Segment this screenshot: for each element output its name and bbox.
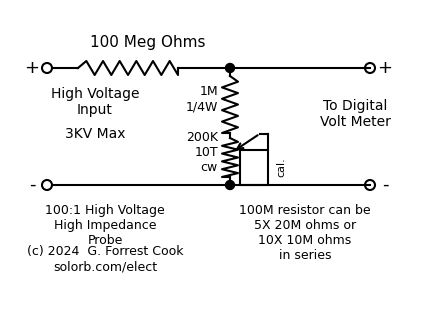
- Text: (c) 2024  G. Forrest Cook: (c) 2024 G. Forrest Cook: [27, 245, 183, 259]
- Text: High Voltage: High Voltage: [51, 87, 139, 101]
- Text: 100M resistor can be
5X 20M ohms or
10X 10M ohms
in series: 100M resistor can be 5X 20M ohms or 10X …: [239, 204, 370, 262]
- Text: cal.: cal.: [275, 157, 285, 177]
- Text: -: -: [29, 176, 35, 194]
- Circle shape: [225, 63, 234, 72]
- Text: Input: Input: [77, 103, 112, 117]
- Text: -: -: [381, 176, 387, 194]
- Text: 1M
1/4W: 1M 1/4W: [185, 86, 218, 114]
- Text: 200K
10T
cw: 200K 10T cw: [186, 131, 218, 174]
- Circle shape: [225, 181, 234, 190]
- Text: 3KV Max: 3KV Max: [65, 127, 125, 141]
- Text: +: +: [24, 59, 40, 77]
- Text: To Digital
Volt Meter: To Digital Volt Meter: [319, 99, 389, 129]
- Text: 100 Meg Ohms: 100 Meg Ohms: [90, 35, 205, 49]
- Bar: [239, 150, 268, 185]
- Text: +: +: [377, 59, 391, 77]
- Text: solorb.com/elect: solorb.com/elect: [53, 261, 157, 274]
- Text: 100:1 High Voltage
High Impedance
Probe: 100:1 High Voltage High Impedance Probe: [45, 204, 164, 247]
